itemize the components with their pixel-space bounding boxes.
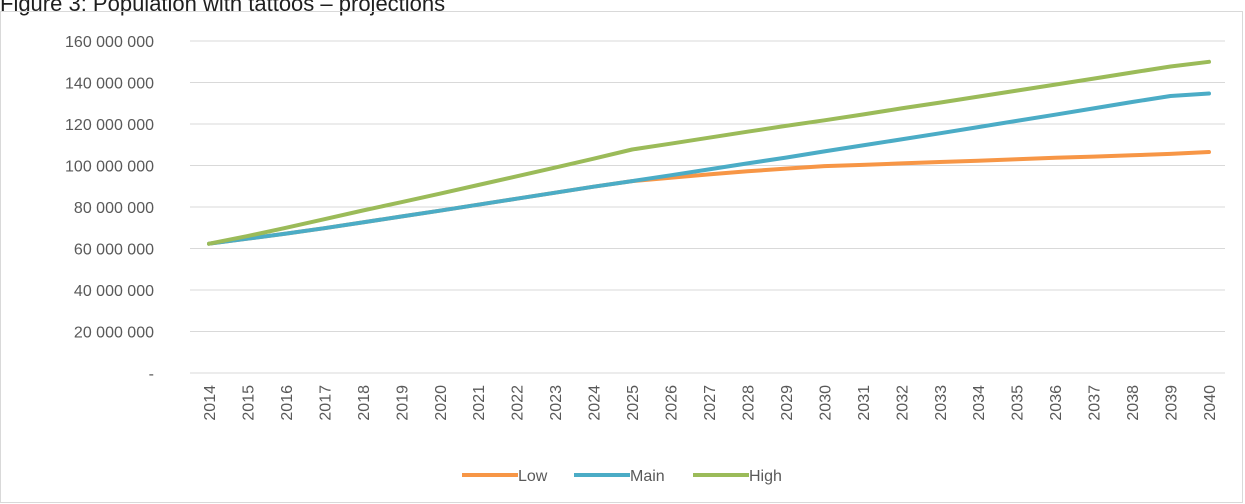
x-tick-label: 2040	[1202, 385, 1219, 421]
x-tick-label: 2018	[356, 385, 373, 421]
series-line-high	[207, 59, 1211, 246]
x-tick-label: 2022	[510, 385, 527, 421]
x-axis-tick-labels: 2014 2015 2016 2017 2018 2019 2020 2021 2022 2023…	[202, 385, 1219, 421]
x-tick-label: 2017	[317, 385, 334, 421]
x-tick-label: 2024	[587, 385, 604, 421]
x-tick-label: 2036	[1048, 385, 1065, 421]
x-tick-label: 2033	[933, 385, 950, 421]
series-lines	[207, 59, 1211, 246]
x-tick-label: 2015	[240, 385, 257, 421]
figure-caption: Figure 3: Population with tattoos – proj…	[0, 0, 446, 16]
x-tick-label: 2030	[817, 385, 834, 421]
x-tick-label: 2031	[856, 385, 873, 421]
y-tick-label: 40 000 000	[74, 283, 154, 300]
chart-frame	[0, 11, 1243, 503]
y-tick-label: 120 000 000	[65, 117, 154, 134]
y-tick-label: -	[149, 366, 154, 383]
series-line-main	[207, 91, 1211, 246]
y-tick-label: 160 000 000	[65, 34, 154, 51]
x-tick-label: 2019	[394, 385, 411, 421]
x-tick-label: 2029	[779, 385, 796, 421]
y-tick-label: 140 000 000	[65, 76, 154, 93]
x-tick-label: 2026	[664, 385, 681, 421]
legend: Low Main High	[462, 468, 782, 485]
x-tick-label: 2021	[471, 385, 488, 421]
x-tick-label: 2038	[1125, 385, 1142, 421]
y-tick-label: 20 000 000	[74, 325, 154, 342]
x-tick-label: 2014	[202, 385, 219, 421]
y-tick-label: 80 000 000	[74, 200, 154, 217]
y-tick-label: 60 000 000	[74, 242, 154, 259]
gridlines	[190, 40, 1225, 374]
legend-label-low: Low	[518, 468, 548, 485]
x-tick-label: 2035	[1010, 385, 1027, 421]
x-tick-label: 2023	[548, 385, 565, 421]
legend-label-high: High	[749, 468, 782, 485]
x-tick-label: 2020	[433, 385, 450, 421]
legend-label-main: Main	[630, 468, 665, 485]
x-tick-label: 2034	[971, 385, 988, 421]
x-tick-label: 2027	[702, 385, 719, 421]
x-tick-label: 2025	[625, 385, 642, 421]
x-tick-label: 2037	[1087, 385, 1104, 421]
y-axis-tick-labels: - 20 000 000 40 000 000 60 000 000 80 000 00…	[65, 34, 154, 383]
x-tick-label: 2032	[894, 385, 911, 421]
y-tick-label: 100 000 000	[65, 159, 154, 176]
x-tick-label: 2016	[279, 385, 296, 421]
x-tick-label: 2028	[740, 385, 757, 421]
x-tick-label: 2039	[1164, 385, 1181, 421]
